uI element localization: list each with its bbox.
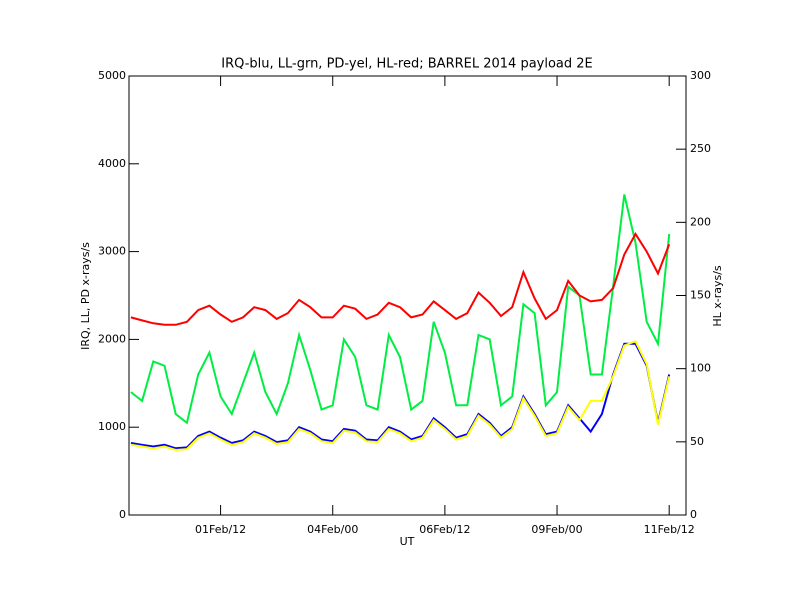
y2-tick-label: 50 <box>690 435 704 448</box>
y2-tick-label: 100 <box>690 362 711 375</box>
series-line <box>130 339 671 452</box>
y2-tick-label: 300 <box>690 69 711 82</box>
y-tick-label: 2000 <box>98 332 126 345</box>
plot-frame <box>128 75 687 516</box>
y-axis-label: IRQ, LL, PD x-rays/s <box>79 242 92 350</box>
y2-tick-label: 0 <box>690 508 697 521</box>
y-tick-label: 0 <box>119 508 126 521</box>
x-tick-label: 04Feb/00 <box>307 523 358 536</box>
x-tick-label: 01Feb/12 <box>195 523 246 536</box>
y-tick-label: 3000 <box>98 245 126 258</box>
y2-axis-label: HL x-rays/s <box>711 265 724 327</box>
y-tick-label: 4000 <box>98 157 126 170</box>
y-tick-label: 5000 <box>98 69 126 82</box>
x-tick-label: 11Feb/12 <box>644 523 695 536</box>
series-line <box>130 232 671 326</box>
x-tick-label: 06Feb/12 <box>419 523 470 536</box>
y2-tick-label: 200 <box>690 215 711 228</box>
x-axis-label: UT <box>400 535 415 548</box>
y-tick-label: 1000 <box>98 420 126 433</box>
y2-tick-label: 150 <box>690 289 711 302</box>
y2-tick-label: 250 <box>690 142 711 155</box>
chart-title: IRQ-blu, LL-grn, PD-yel, HL-red; BARREL … <box>221 57 593 72</box>
x-tick-label: 09Feb/00 <box>531 523 582 536</box>
